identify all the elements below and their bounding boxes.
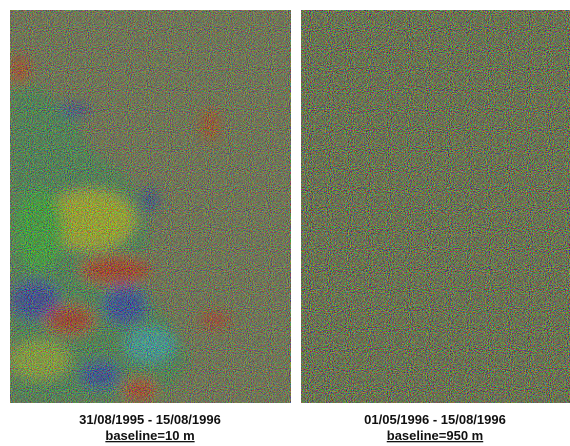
- figure: 31/08/1995 - 15/08/1996 baseline=10 m 01…: [0, 0, 570, 446]
- interferogram-right: [301, 10, 570, 403]
- caption-dates: 01/05/1996 - 15/08/1996: [364, 412, 506, 427]
- caption-dates: 31/08/1995 - 15/08/1996: [79, 412, 221, 427]
- caption-baseline: baseline=10 m: [105, 428, 194, 443]
- interferogram-left: [10, 10, 291, 403]
- page: 31/08/1995 - 15/08/1996 baseline=10 m 01…: [0, 0, 570, 446]
- caption-baseline: baseline=950 m: [387, 428, 483, 443]
